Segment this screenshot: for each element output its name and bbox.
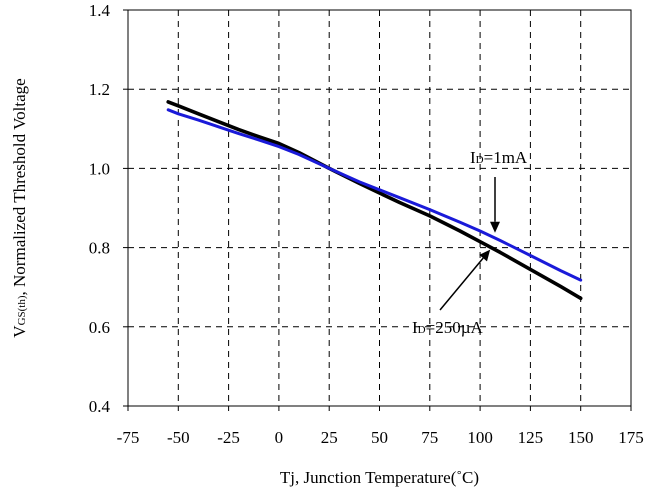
y-axis-title-prefix: V	[10, 325, 29, 338]
annotation-id-1ma-prefix: I	[470, 148, 476, 167]
x-tick-label: 50	[371, 428, 388, 447]
x-tick-label: -75	[117, 428, 140, 447]
x-tick-label: -50	[167, 428, 190, 447]
annotation-id-250ua-arrow-shaft	[439, 257, 484, 311]
x-tick-label: 100	[467, 428, 493, 447]
annotation-id-250ua-subscript: D	[418, 324, 426, 336]
x-tick-label: 75	[421, 428, 438, 447]
x-tick-label: 0	[275, 428, 284, 447]
y-tick-label: 0.4	[89, 397, 111, 416]
y-tick-label: 0.8	[89, 239, 110, 258]
x-tick-label: 125	[518, 428, 544, 447]
y-axis-title: VGS(th), Normalized Threshold Voltage	[10, 78, 29, 337]
annotation-id-250ua-prefix: I	[412, 318, 418, 337]
series-layer	[166, 100, 583, 301]
x-tick-label: -25	[217, 428, 240, 447]
y-tick-label: 1.4	[89, 1, 111, 20]
y-axis-title-subscript: GS(th)	[16, 295, 28, 325]
annotation-id-1ma-suffix: =1mA	[484, 148, 528, 167]
annotation-id-250ua: ID=250µA	[412, 249, 491, 337]
annotation-id-1ma: ID=1mA	[470, 148, 528, 233]
x-axis-title: Tj, Junction Temperature(˚C)	[280, 468, 479, 487]
x-tick-labels: -75 -50 -25 0 25 50 75 100 125 150 175	[117, 406, 644, 447]
y-tick-label: 0.6	[89, 318, 110, 337]
annotation-id-1ma-arrow-head	[490, 221, 500, 233]
series-line-id-1ma	[166, 108, 583, 282]
x-tick-label: 150	[568, 428, 594, 447]
x-tick-label: 25	[321, 428, 338, 447]
grid	[128, 10, 631, 406]
y-tick-label: 1.2	[89, 80, 110, 99]
x-tick-label: 175	[618, 428, 644, 447]
annotation-id-250ua-arrow-head	[479, 249, 491, 262]
y-tick-label: 1.0	[89, 159, 110, 178]
annotation-id-1ma-subscript: D	[476, 154, 484, 166]
annotation-id-1ma-label: ID=1mA	[470, 148, 528, 167]
y-tick-labels: 0.4 0.6 0.8 1.0 1.2 1.4	[89, 1, 128, 416]
annotation-id-250ua-suffix: =250µA	[426, 318, 484, 337]
y-axis-title-suffix: , Normalized Threshold Voltage	[10, 78, 29, 295]
annotation-id-250ua-label: ID=250µA	[412, 318, 484, 337]
